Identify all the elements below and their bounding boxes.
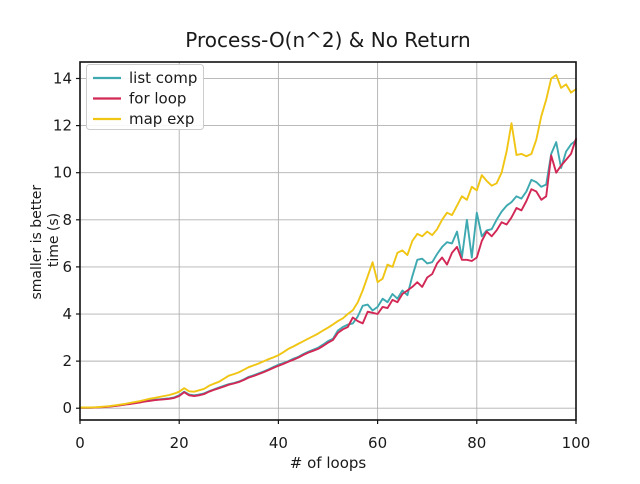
y-tick-labels: 0 2 4 6 8 10 12 14 xyxy=(53,69,72,417)
y-tick-label: 0 xyxy=(62,399,72,417)
legend-entry-list-comp: list comp xyxy=(93,69,197,87)
x-tick-label: 100 xyxy=(562,434,591,452)
x-tick-label: 60 xyxy=(368,434,387,452)
y-tick-label: 10 xyxy=(53,164,72,182)
y-axis-label-line2: time (s) xyxy=(46,213,62,267)
x-axis-label: # of loops xyxy=(290,454,367,472)
x-tick-label: 40 xyxy=(269,434,288,452)
legend-label-for-loop: for loop xyxy=(129,90,186,108)
x-tick-labels: 0 20 40 60 80 100 xyxy=(75,434,590,452)
y-tick-label: 8 xyxy=(62,211,72,229)
map-exp-line xyxy=(79,74,577,409)
x-tick-label: 20 xyxy=(170,434,189,452)
legend-label-map-exp: map exp xyxy=(129,110,194,128)
x-tick-label: 0 xyxy=(75,434,85,452)
for-loop-line xyxy=(79,137,577,409)
x-tick-label: 80 xyxy=(467,434,486,452)
y-tick-label: 12 xyxy=(53,117,72,135)
legend-label-list-comp: list comp xyxy=(129,69,197,87)
plot-frame xyxy=(79,61,577,421)
y-tick-label: 4 xyxy=(62,305,72,323)
legend-entry-map-exp: map exp xyxy=(93,110,194,128)
y-tick-label: 6 xyxy=(62,258,72,276)
y-tick-label: 2 xyxy=(62,352,72,370)
axis-ticks xyxy=(76,77,577,424)
series-lines xyxy=(79,74,577,409)
legend-box xyxy=(86,64,204,130)
y-tick-label: 14 xyxy=(53,69,72,87)
legend: list comp for loop map exp xyxy=(86,64,204,130)
chart-title: Process-O(n^2) & No Return xyxy=(185,28,470,52)
legend-entry-for-loop: for loop xyxy=(93,90,186,108)
y-axis-label-line1: smaller is better xyxy=(29,185,45,300)
y-axis-label: smaller is better time (s) xyxy=(29,180,62,299)
list-comp-line xyxy=(79,139,577,409)
